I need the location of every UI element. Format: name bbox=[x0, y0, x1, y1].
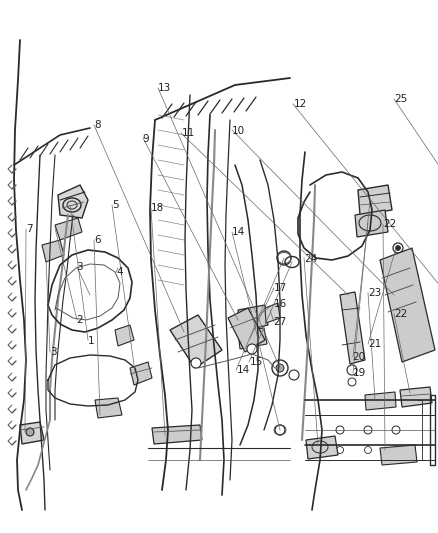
Polygon shape bbox=[400, 387, 432, 407]
Polygon shape bbox=[365, 392, 396, 410]
Polygon shape bbox=[55, 218, 82, 240]
Text: 14: 14 bbox=[237, 366, 250, 375]
Circle shape bbox=[348, 378, 356, 386]
Polygon shape bbox=[20, 422, 44, 444]
Text: 25: 25 bbox=[394, 94, 407, 103]
Text: 4: 4 bbox=[116, 267, 123, 277]
Polygon shape bbox=[58, 185, 88, 218]
Polygon shape bbox=[340, 292, 365, 364]
Text: 6: 6 bbox=[94, 235, 101, 245]
Circle shape bbox=[364, 447, 371, 454]
Polygon shape bbox=[306, 436, 338, 459]
Polygon shape bbox=[238, 328, 267, 349]
Text: 16: 16 bbox=[274, 299, 287, 309]
Circle shape bbox=[289, 370, 299, 380]
Text: 10: 10 bbox=[232, 126, 245, 135]
Text: 27: 27 bbox=[274, 318, 287, 327]
Polygon shape bbox=[358, 185, 392, 215]
Circle shape bbox=[392, 426, 400, 434]
Text: 20: 20 bbox=[353, 352, 366, 362]
Text: 3: 3 bbox=[50, 347, 57, 357]
Text: 1: 1 bbox=[88, 336, 94, 346]
Circle shape bbox=[396, 246, 400, 251]
Polygon shape bbox=[238, 305, 268, 332]
Circle shape bbox=[392, 447, 399, 454]
Text: 12: 12 bbox=[293, 99, 307, 109]
Polygon shape bbox=[228, 308, 265, 352]
Circle shape bbox=[347, 365, 357, 375]
Text: 24: 24 bbox=[304, 254, 318, 263]
Text: 22: 22 bbox=[394, 310, 407, 319]
Circle shape bbox=[272, 360, 288, 376]
Text: 21: 21 bbox=[368, 339, 381, 349]
Text: 13: 13 bbox=[158, 83, 171, 93]
Circle shape bbox=[191, 358, 201, 368]
Circle shape bbox=[393, 243, 403, 253]
Polygon shape bbox=[95, 398, 122, 418]
Polygon shape bbox=[130, 362, 152, 385]
Polygon shape bbox=[170, 315, 222, 368]
Circle shape bbox=[336, 426, 344, 434]
Text: 8: 8 bbox=[94, 120, 101, 130]
Text: 18: 18 bbox=[151, 203, 164, 213]
Text: 9: 9 bbox=[142, 134, 149, 143]
Text: 3: 3 bbox=[77, 262, 83, 271]
Text: 5: 5 bbox=[112, 200, 118, 210]
Text: 11: 11 bbox=[182, 128, 195, 138]
Polygon shape bbox=[152, 425, 202, 444]
Text: 7: 7 bbox=[26, 224, 33, 234]
Polygon shape bbox=[115, 325, 134, 346]
Circle shape bbox=[364, 426, 372, 434]
Polygon shape bbox=[265, 303, 280, 323]
Polygon shape bbox=[380, 248, 435, 362]
Polygon shape bbox=[42, 240, 64, 262]
Circle shape bbox=[275, 425, 285, 435]
Text: 22: 22 bbox=[383, 219, 396, 229]
Text: 23: 23 bbox=[368, 288, 381, 298]
Polygon shape bbox=[380, 445, 417, 465]
Circle shape bbox=[247, 344, 257, 354]
Text: 14: 14 bbox=[232, 227, 245, 237]
Polygon shape bbox=[355, 210, 388, 237]
Text: 15: 15 bbox=[250, 358, 263, 367]
Text: 19: 19 bbox=[353, 368, 366, 378]
Circle shape bbox=[277, 251, 291, 265]
Circle shape bbox=[276, 364, 284, 372]
Circle shape bbox=[336, 447, 343, 454]
Text: 17: 17 bbox=[274, 283, 287, 293]
Text: 2: 2 bbox=[77, 315, 83, 325]
Circle shape bbox=[26, 428, 34, 436]
